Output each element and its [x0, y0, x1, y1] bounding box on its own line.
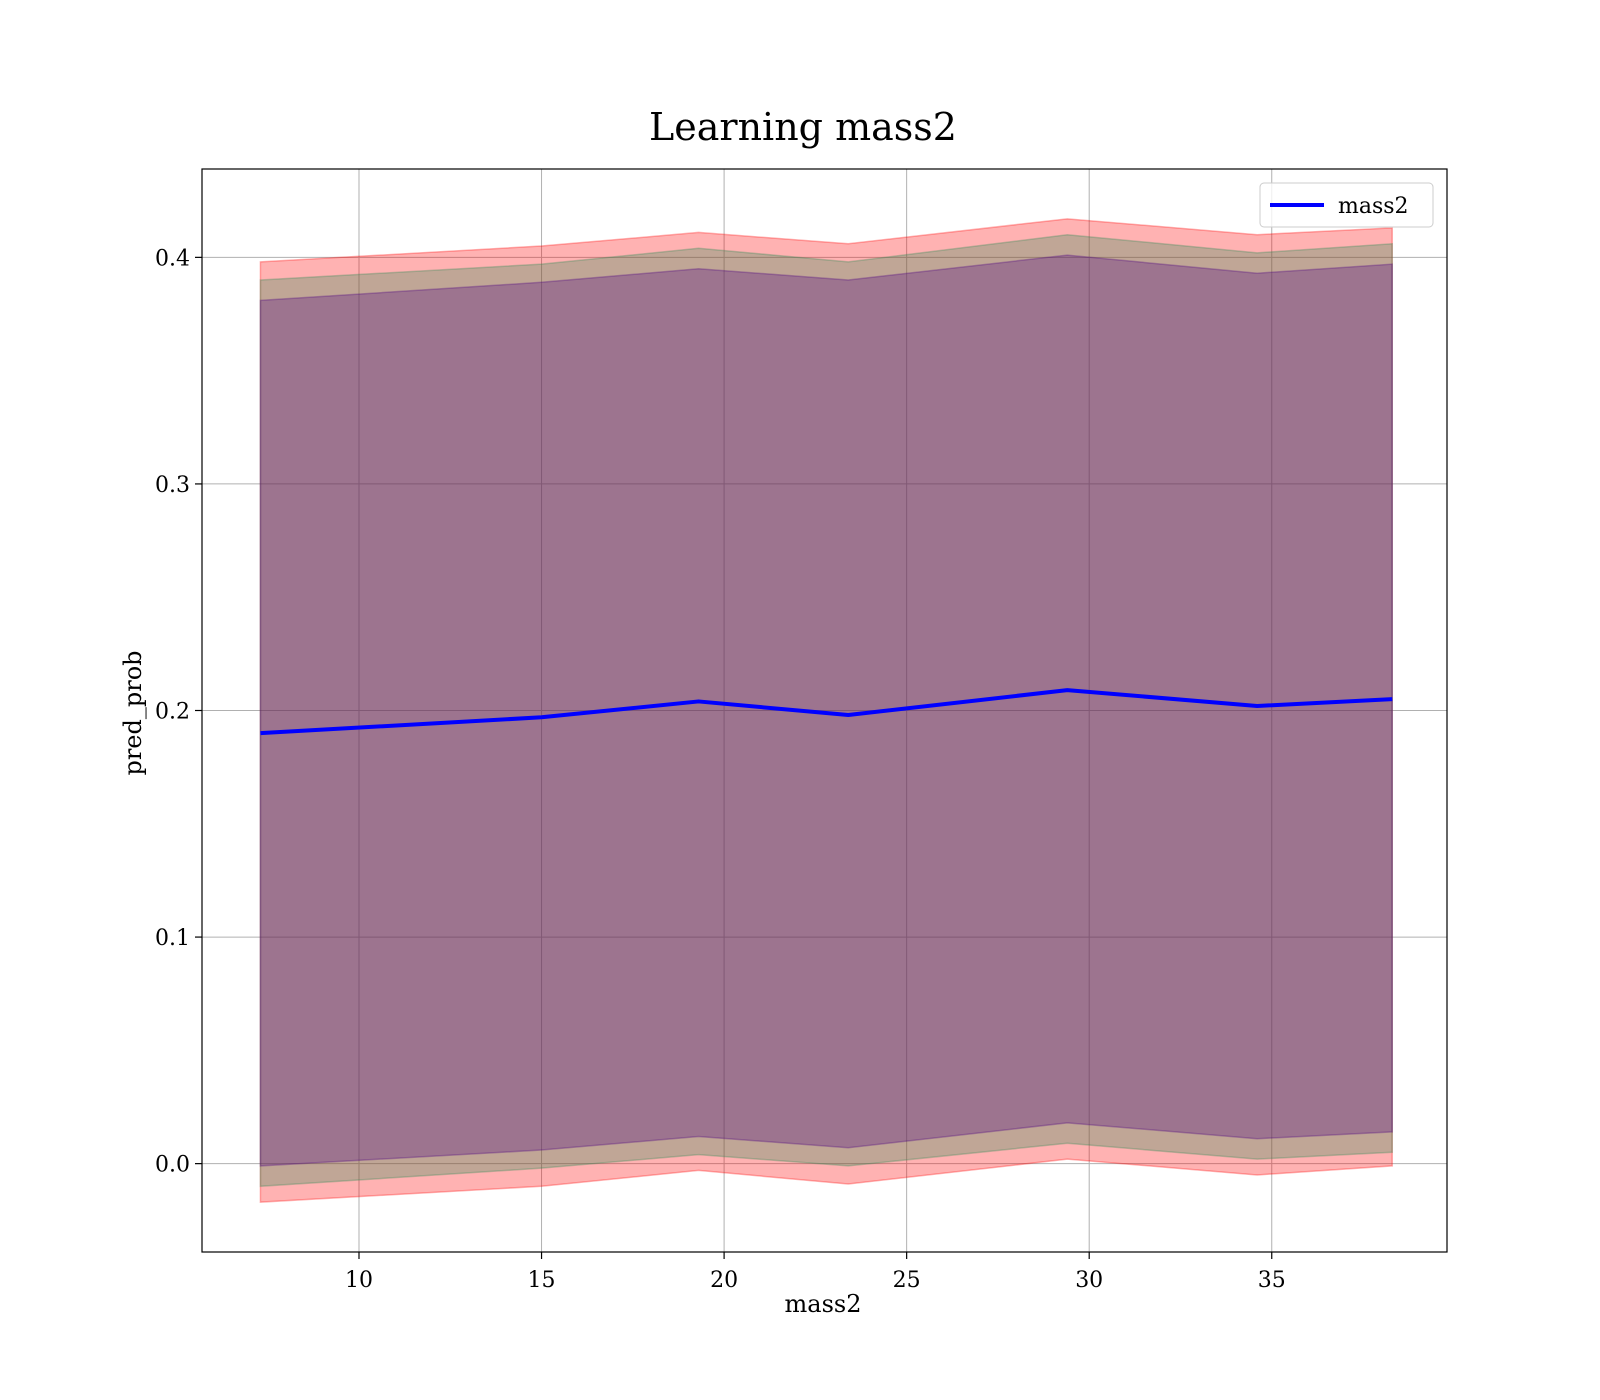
y-tick-label: 0.0 [155, 1153, 190, 1178]
x-axis-label: mass2 [785, 1290, 862, 1318]
confidence-band-1 [259, 218, 1393, 1203]
series-line-mass2 [260, 688, 1393, 736]
x-tick-label: 20 [710, 1268, 738, 1293]
y-tick-label: 0.2 [155, 700, 190, 725]
x-tick-label: 10 [345, 1268, 373, 1293]
chart-title: Learning mass2 [649, 105, 957, 149]
y-tick-label: 0.1 [155, 926, 190, 951]
y-axis-label: pred_prob [119, 650, 147, 775]
y-tick-label: 0.4 [155, 246, 190, 271]
confidence-band-3 [259, 254, 1393, 1167]
x-tick-label: 35 [1258, 1268, 1286, 1293]
plot-area: 10 15 20 25 30 35 0.0 0.1 0.2 0.3 0.4 [155, 168, 1448, 1293]
legend-label-mass2: mass2 [1338, 194, 1409, 219]
confidence-band-2 [259, 233, 1393, 1188]
legend-box [1259, 182, 1434, 228]
x-tick-label: 15 [528, 1268, 556, 1293]
x-tick-label: 25 [893, 1268, 921, 1293]
legend: mass2 [1259, 182, 1434, 228]
x-tick-label: 30 [1075, 1268, 1103, 1293]
y-tick-label: 0.3 [155, 473, 190, 498]
